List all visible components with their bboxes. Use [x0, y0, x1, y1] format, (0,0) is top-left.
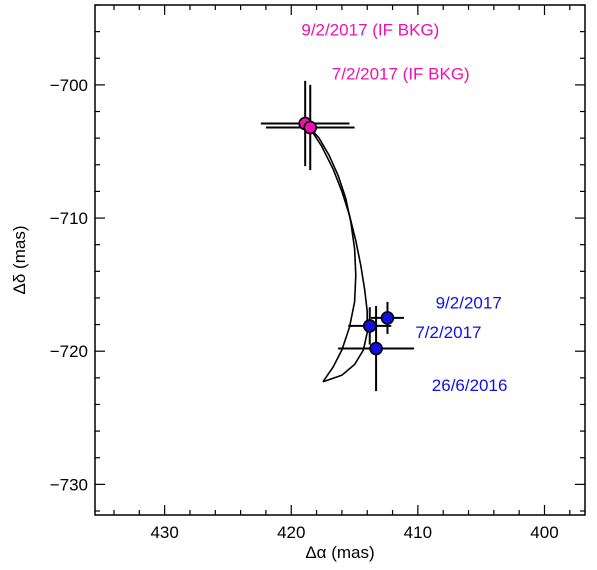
y-tick-label: −700	[50, 76, 88, 95]
epoch-label: 9/2/2017	[436, 294, 502, 313]
y-tick-label: −730	[50, 475, 88, 494]
x-tick-label: 430	[150, 523, 178, 542]
epoch-label: 26/6/2016	[432, 376, 508, 395]
parallax-tracks	[307, 124, 368, 383]
epoch-label: 9/2/2017 (IF BKG)	[301, 21, 439, 40]
x-tick-label: 410	[404, 523, 432, 542]
annotations: 9/2/2017 (IF BKG) 7/2/2017 (IF BKG) 9/2/20…	[301, 21, 507, 396]
epoch-label: 7/2/2017	[415, 323, 481, 342]
x-axis-title: Δα (mas)	[305, 543, 374, 562]
parallax-track-line	[307, 124, 357, 383]
data-point	[303, 120, 318, 135]
y-axis-title: Δδ (mas)	[10, 226, 29, 295]
y-tick-label: −720	[50, 342, 88, 361]
data-point	[369, 341, 383, 356]
plot-border	[94, 4, 586, 516]
y-tick-label: −710	[50, 209, 88, 228]
epoch-label: 7/2/2017 (IF BKG)	[332, 65, 470, 84]
data-point	[362, 319, 377, 333]
parallax-track-line	[307, 124, 368, 383]
x-tick-label: 420	[277, 523, 305, 542]
plot-frame	[94, 4, 586, 516]
data-points	[260, 80, 415, 392]
x-tick-label: 400	[530, 523, 558, 542]
data-point	[380, 311, 395, 325]
axis-ticks	[95, 4, 585, 515]
tick-labels: 430 420 410 400 −730 −720 −710 −700	[50, 76, 559, 542]
